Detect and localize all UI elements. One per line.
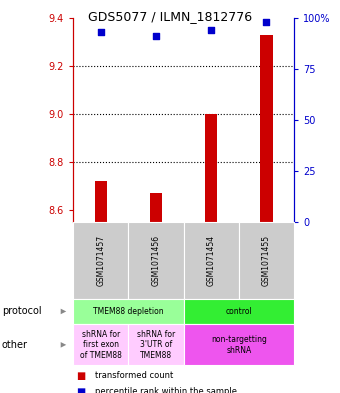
- Text: transformed count: transformed count: [95, 371, 173, 380]
- Point: [153, 33, 159, 39]
- Bar: [260, 35, 273, 222]
- Text: TMEM88 depletion: TMEM88 depletion: [93, 307, 164, 316]
- Bar: [95, 181, 107, 222]
- Text: other: other: [2, 340, 28, 350]
- Text: protocol: protocol: [2, 307, 41, 316]
- Point: [98, 29, 103, 35]
- Text: control: control: [225, 307, 252, 316]
- Point: [264, 18, 269, 25]
- Text: GSM1071455: GSM1071455: [262, 235, 271, 286]
- Text: shRNA for
3'UTR of
TMEM88: shRNA for 3'UTR of TMEM88: [137, 330, 175, 360]
- Point: [208, 27, 214, 33]
- Text: GSM1071457: GSM1071457: [96, 235, 105, 286]
- Bar: [150, 193, 162, 222]
- Text: non-targetting
shRNA: non-targetting shRNA: [211, 335, 267, 354]
- Text: GDS5077 / ILMN_1812776: GDS5077 / ILMN_1812776: [88, 10, 252, 23]
- Text: ■: ■: [76, 387, 86, 393]
- Text: shRNA for
first exon
of TMEM88: shRNA for first exon of TMEM88: [80, 330, 122, 360]
- Bar: [205, 114, 217, 222]
- Text: ■: ■: [76, 371, 86, 381]
- Text: percentile rank within the sample: percentile rank within the sample: [95, 387, 237, 393]
- Text: GSM1071456: GSM1071456: [152, 235, 160, 286]
- Text: GSM1071454: GSM1071454: [207, 235, 216, 286]
